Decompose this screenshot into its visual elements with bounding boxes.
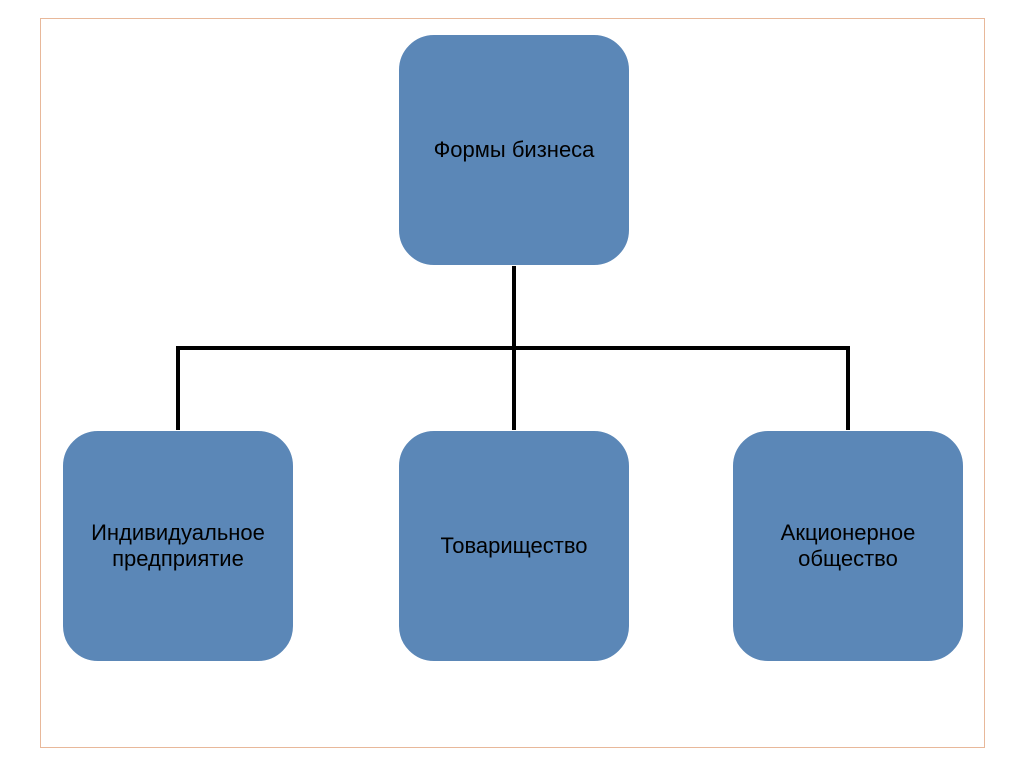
child-node-1: Товарищество: [398, 430, 630, 662]
child-node-2-label: Акционерное общество: [745, 520, 951, 572]
connector-drop-0: [176, 348, 180, 430]
root-node: Формы бизнеса: [398, 34, 630, 266]
child-node-0: Индивидуальное предприятие: [62, 430, 294, 662]
child-node-2: Акционерное общество: [732, 430, 964, 662]
root-node-label: Формы бизнеса: [434, 137, 595, 163]
connector-drop-2: [846, 348, 850, 430]
child-node-0-label: Индивидуальное предприятие: [75, 520, 281, 572]
connector-root-stem: [512, 266, 516, 348]
connector-drop-1: [512, 348, 516, 430]
child-node-1-label: Товарищество: [441, 533, 588, 559]
